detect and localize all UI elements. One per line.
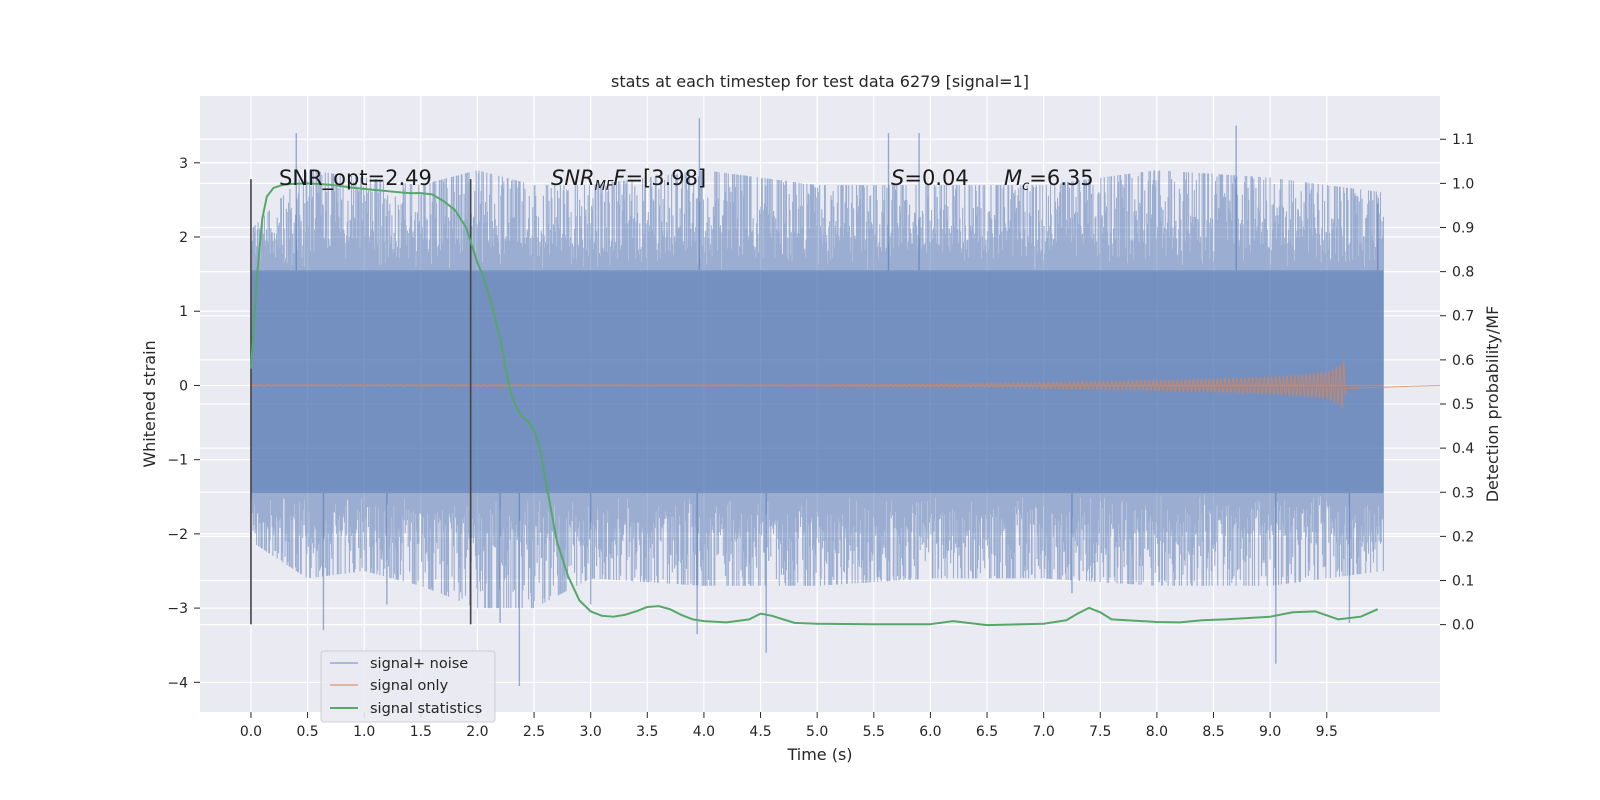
signal-statistics-line <box>249 182 1379 627</box>
chart-title: stats at each timestep for test data 627… <box>611 72 1029 91</box>
y2-tick-label: 0.3 <box>1452 485 1474 501</box>
y-tick-label: −2 <box>167 527 188 543</box>
x-tick-label: 5.5 <box>863 724 885 740</box>
y-tick-label: 0 <box>179 378 188 394</box>
marker-lines <box>250 179 472 625</box>
legend-label-signal-noise: signal+ noise <box>370 656 468 672</box>
y2-tick-label: 0.9 <box>1452 220 1474 236</box>
x-tick-label: 2.0 <box>466 724 488 740</box>
y2-tick-label: 0.6 <box>1452 353 1474 369</box>
series-signal-statistics <box>249 182 1379 627</box>
legend-label-signal-statistics: signal statistics <box>370 701 482 717</box>
x-tick-label: 9.0 <box>1259 724 1281 740</box>
x-tick-label: 0.5 <box>296 724 318 740</box>
x-tick-label: 5.0 <box>806 724 828 740</box>
y-tick-label: 1 <box>179 304 188 320</box>
y-tick-label: −1 <box>167 453 188 469</box>
y-tick-label: −4 <box>167 675 188 691</box>
x-tick-label: 8.5 <box>1202 724 1224 740</box>
x-tick-label: 7.0 <box>1033 724 1055 740</box>
y2-tick-label: 0.8 <box>1452 265 1474 281</box>
y-tick-label: −3 <box>167 601 188 617</box>
x-tick-label: 4.5 <box>749 724 771 740</box>
y-tick-label: 2 <box>179 230 188 246</box>
y2-tick-label: 0.5 <box>1452 397 1474 413</box>
signal-only-trace <box>250 360 1440 409</box>
y-axis-label: Whitened strain <box>140 340 159 467</box>
annotation-mc: Mc=6.35 <box>1004 166 1094 194</box>
x-axis-ticks: 0.0 0.5 1.0 1.5 2.0 2.5 3.0 3.5 4.0 4.5 5.0 5.5 6.0 6… <box>240 712 1338 740</box>
series-signal-noise <box>250 118 1384 687</box>
y-axis-ticks: 3 2 1 0 −1 −2 −3 −4 <box>167 156 200 691</box>
x-tick-label: 2.5 <box>523 724 545 740</box>
y2-tick-label: 0.1 <box>1452 574 1474 590</box>
y2-axis-label: Detection probability/MF <box>1483 306 1502 503</box>
annotation-snr-opt: SNR_opt=2.49 <box>279 166 432 191</box>
y2-axis-ticks: 1.1 1.0 0.9 0.8 0.7 0.6 0.5 0.4 0.3 0.2 0.1 0.0 <box>1440 132 1474 634</box>
x-tick-label: 6.0 <box>919 724 941 740</box>
legend: signal+ noise signal only signal statist… <box>320 650 496 723</box>
annotation-s: S=0.04 <box>891 166 969 190</box>
y2-tick-label: 1.1 <box>1452 132 1474 148</box>
legend-label-signal-only: signal only <box>370 678 449 694</box>
x-tick-label: 3.5 <box>636 724 658 740</box>
x-tick-label: 4.0 <box>693 724 715 740</box>
x-tick-label: 6.5 <box>976 724 998 740</box>
annotation-snr-mf: SNRMFF=[3.98] <box>551 166 706 194</box>
y2-tick-label: 0.0 <box>1452 618 1474 634</box>
legend-box <box>320 650 496 723</box>
x-tick-label: 1.5 <box>410 724 432 740</box>
y2-tick-label: 0.7 <box>1452 309 1474 325</box>
x-tick-label: 3.0 <box>580 724 602 740</box>
x-tick-label: 1.0 <box>353 724 375 740</box>
series-signal-only <box>250 360 1440 409</box>
y2-tick-label: 0.2 <box>1452 529 1474 545</box>
x-axis-label: Time (s) <box>786 745 852 764</box>
x-tick-label: 8.0 <box>1146 724 1168 740</box>
x-tick-label: 0.0 <box>240 724 262 740</box>
y2-tick-label: 1.0 <box>1452 176 1474 192</box>
x-tick-label: 7.5 <box>1089 724 1111 740</box>
y2-tick-label: 0.4 <box>1452 441 1474 457</box>
x-tick-label: 9.5 <box>1316 724 1338 740</box>
y-tick-label: 3 <box>179 156 188 172</box>
